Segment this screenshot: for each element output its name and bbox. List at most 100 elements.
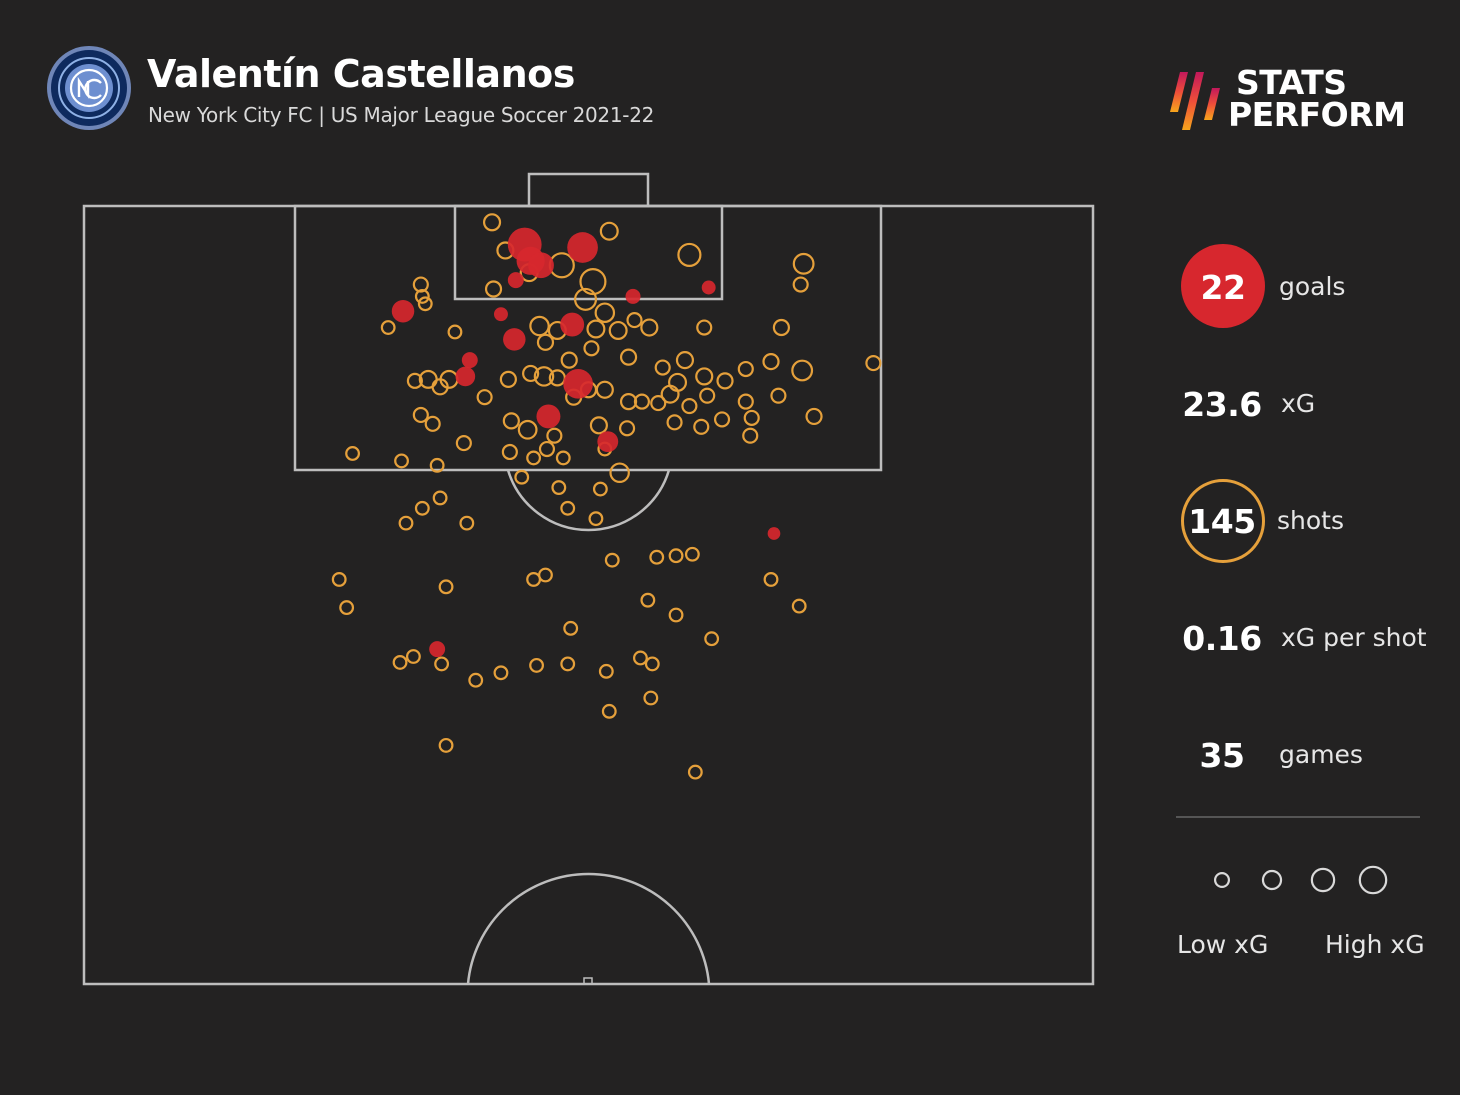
shot-marker [619, 393, 638, 411]
shot-marker [563, 620, 579, 636]
goal [527, 172, 650, 208]
shot-marker [429, 457, 445, 473]
page-title: Valentín Castellanos [147, 52, 575, 96]
shot-marker [668, 372, 688, 392]
shot-marker [526, 572, 542, 587]
shot-marker [476, 389, 493, 406]
shots-layer [331, 213, 882, 780]
shot-marker [716, 372, 734, 390]
shot-marker [668, 607, 684, 623]
brand-stripes-icon [1170, 72, 1220, 130]
shot-marker [633, 650, 648, 666]
shot-marker [619, 348, 638, 366]
shot-marker [737, 393, 754, 410]
shot-marker [418, 369, 438, 389]
shot-marker [434, 656, 450, 672]
goals-badge [1181, 244, 1265, 328]
shot-marker [438, 579, 454, 595]
goal-marker [455, 366, 476, 387]
legend-size-circle [1213, 871, 1231, 889]
legend-low-label: Low xG [1177, 930, 1269, 959]
shot-marker [533, 366, 555, 387]
shot-marker [626, 312, 643, 329]
header: Valentín Castellanos New York City FC | … [0, 0, 1460, 150]
xg-value: 23.6 [1182, 385, 1262, 424]
shot-marker [345, 446, 361, 461]
shot-marker [699, 387, 716, 404]
shot-marker [560, 500, 576, 516]
shot-marker [696, 319, 713, 336]
pitch-outline [82, 204, 1095, 986]
shot-marker [742, 427, 759, 444]
goal-marker [625, 288, 641, 304]
shot-marker [609, 462, 630, 483]
goal-marker [563, 369, 593, 399]
shot-marker [592, 481, 608, 497]
goal-marker [391, 299, 415, 323]
shot-marker [668, 548, 684, 564]
shots-label: shots [1277, 506, 1344, 535]
goal-marker [493, 307, 508, 322]
shot-marker [654, 359, 671, 376]
shot-marker [502, 412, 520, 430]
games-value: 35 [1199, 736, 1245, 775]
shot-marker [677, 242, 702, 267]
shot-marker [538, 440, 556, 458]
xg-per-shot-label: xG per shot [1281, 623, 1427, 652]
shot-marker [594, 302, 616, 323]
stat-games: 35 games [1150, 716, 1450, 806]
shot-marker [805, 407, 823, 426]
legend-size-circle [1261, 869, 1283, 891]
shot-marker [339, 600, 355, 616]
shot-marker [493, 665, 509, 681]
shot-marker [536, 333, 555, 351]
shot-marker [517, 419, 538, 440]
shot-marker [468, 672, 484, 688]
shot-marker [619, 420, 636, 437]
brand-logo: STATS PERFORM [1168, 64, 1418, 136]
shot-marker [792, 252, 815, 275]
shot-marker [447, 324, 463, 340]
xg-per-shot-value: 0.16 [1182, 619, 1262, 658]
shot-marker [681, 397, 698, 415]
shot-marker [695, 367, 714, 386]
brand-name-line2: PERFORM [1228, 95, 1406, 134]
shot-marker [640, 592, 656, 608]
shot-marker [414, 288, 430, 304]
shot-marker [770, 387, 787, 404]
shot-marker [459, 515, 475, 531]
shot-marker [589, 416, 608, 435]
shot-marker [792, 276, 809, 293]
shot-marker [499, 370, 517, 388]
goal-marker [507, 272, 524, 289]
shot-marker [675, 351, 695, 370]
shot-marker [574, 287, 598, 311]
pitch-lines [82, 172, 1095, 986]
shot-marker [405, 649, 421, 664]
shot-marker [560, 656, 576, 672]
shot-marker [484, 280, 503, 298]
shot-marker [865, 355, 882, 372]
stat-xg-per-shot: 0.16 xG per shot [1150, 599, 1450, 689]
goals-label: goals [1279, 272, 1346, 301]
shot-marker [704, 631, 720, 647]
shot-marker [608, 320, 628, 340]
shot-marker [529, 657, 544, 673]
brand-name-line1: STATS [1236, 63, 1347, 102]
centre-circle [466, 872, 711, 985]
shot-map [82, 172, 1095, 986]
shot-marker [660, 384, 680, 404]
goal-marker [503, 328, 526, 351]
shot-marker [583, 340, 600, 357]
shot-marker [538, 567, 553, 583]
shot-marker [640, 318, 659, 337]
shot-marker [482, 213, 502, 232]
goal-marker [429, 641, 446, 658]
shot-marker [412, 406, 429, 424]
shot-marker [586, 319, 606, 339]
stat-shots: 145 shots [1150, 482, 1450, 572]
shot-marker [501, 443, 518, 461]
page-subtitle: New York City FC | US Major League Socce… [148, 103, 655, 127]
shot-marker [579, 268, 607, 296]
shot-marker [599, 221, 619, 241]
